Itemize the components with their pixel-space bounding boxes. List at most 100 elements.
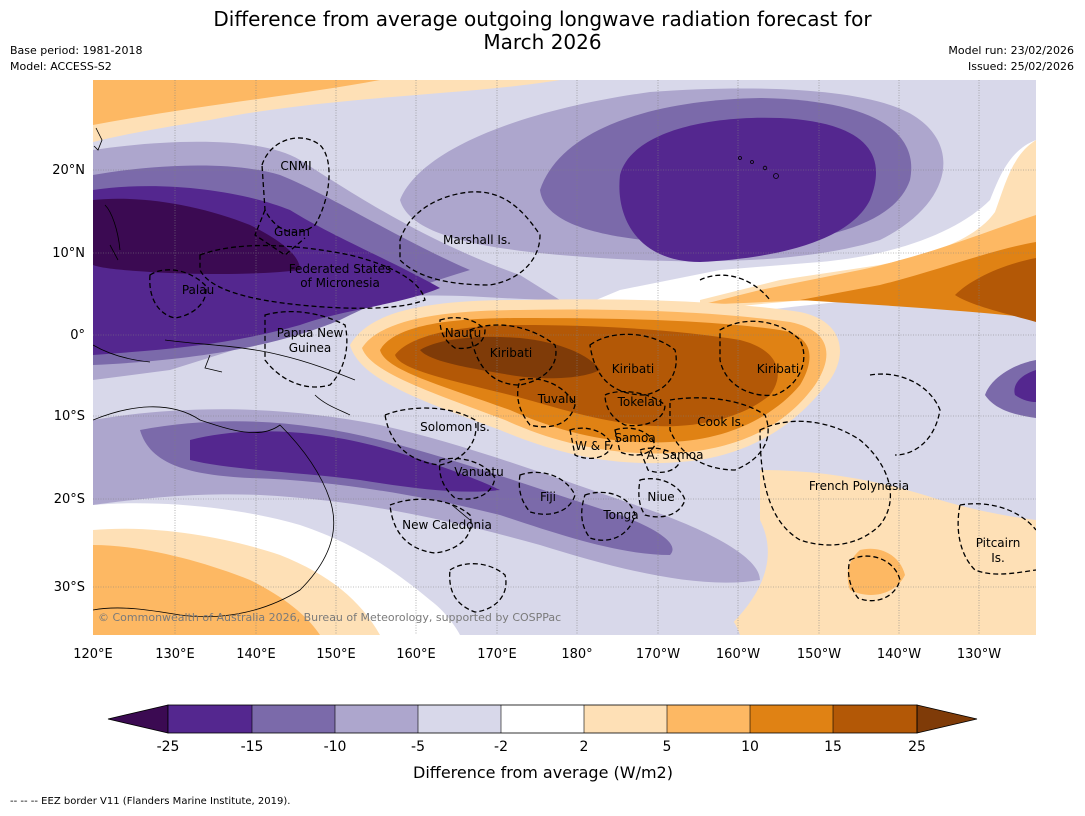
eez-tonga — [581, 491, 636, 541]
forecast-map-figure: CNMI Guam Marshall Is. Federated States … — [52, 80, 1036, 782]
eez-kiribati-c — [589, 333, 677, 396]
eez-fiji — [518, 471, 576, 515]
colorbar-swatch — [252, 705, 335, 733]
label-png-1: Papua New — [277, 326, 344, 340]
eez-norfolk — [449, 563, 507, 613]
label-kiribati-w: Kiribati — [490, 346, 532, 360]
label-fsm-1: Federated States — [289, 262, 391, 276]
meta-left: Base period: 1981-2018 Model: ACCESS-S2 — [10, 43, 142, 75]
eez-tuvalu — [517, 378, 576, 428]
title-line-2: March 2026 — [483, 30, 602, 54]
label-tonga: Tonga — [602, 508, 638, 522]
label-nauru: Nauru — [445, 326, 481, 340]
label-pitcairn-2: Is. — [991, 551, 1005, 565]
eez-cook — [669, 397, 769, 471]
lat-tick: 20°N — [52, 163, 85, 178]
eez-borders — [149, 137, 1036, 613]
eez-palau — [149, 269, 207, 319]
model-name: Model: ACCESS-S2 — [10, 60, 112, 73]
positive-nw — [93, 80, 380, 125]
lat-tick: 20°S — [54, 492, 85, 507]
coast-philippines — [104, 204, 121, 261]
lat-tick: 0° — [70, 328, 85, 343]
eez-wf — [569, 427, 613, 459]
label-new-caledonia: New Caledonia — [402, 518, 492, 532]
label-fiji: Fiji — [540, 490, 556, 504]
colorbar-dividers — [251, 705, 834, 733]
colorbar-label: 15 — [824, 739, 842, 755]
lat-tick: 10°N — [52, 246, 85, 261]
negative-sc-light — [460, 579, 740, 635]
colorbar-label: 2 — [580, 739, 589, 755]
colorbar-swatch — [418, 705, 501, 733]
coast-new-caledonia — [451, 504, 471, 521]
coast-australia — [93, 406, 335, 618]
positive-sw — [93, 545, 320, 635]
colorbar-label: -2 — [494, 739, 508, 755]
latitude-ticks: 20°N 10°N 0° 10°S 20°S 30°S — [52, 163, 85, 595]
positive-se-spot — [847, 548, 905, 595]
label-tuvalu: Tuvalu — [537, 392, 577, 406]
lon-tick: 150°E — [316, 647, 356, 662]
lon-tick: 160°E — [396, 647, 436, 662]
coast-taiwan — [93, 127, 103, 151]
lon-tick: 130°W — [957, 647, 1001, 662]
label-guam: Guam — [274, 225, 310, 239]
label-asamoa: A. Samoa — [647, 448, 704, 462]
label-marshall: Marshall Is. — [443, 233, 511, 247]
negative-e-mid — [985, 360, 1036, 418]
lat-tick: 30°S — [54, 580, 85, 595]
colorbar-title: Difference from average (W/m2) — [413, 763, 673, 782]
eez-solomon — [384, 407, 477, 466]
title-line-1: Difference from average outgoing longwav… — [213, 7, 872, 31]
negative-e-core — [1014, 370, 1036, 402]
coast-new-guinea — [164, 339, 356, 381]
place-labels: CNMI Guam Marshall Is. Federated States … — [182, 159, 1020, 565]
colorbar-labels: -25 -15 -10 -5 -2 2 5 10 15 25 — [157, 739, 926, 755]
coast-indonesia — [93, 344, 151, 363]
coast-solomon — [314, 394, 351, 416]
lon-tick: 180° — [561, 647, 592, 662]
label-samoa: Samoa — [614, 431, 655, 445]
eez-footnote: -- -- -- EEZ border V11 (Flanders Marine… — [10, 796, 291, 807]
eez-french-polynesia — [759, 373, 941, 546]
coast-hawaii-1 — [738, 156, 742, 160]
eez-fsm — [199, 244, 426, 309]
lon-tick: 170°E — [477, 647, 517, 662]
label-solomon: Solomon Is. — [420, 420, 490, 434]
meta-right: Model run: 23/02/2026 Issued: 25/02/2026 — [948, 43, 1074, 75]
eez-marshall — [399, 191, 541, 286]
model-run: Model run: 23/02/2026 — [948, 44, 1074, 57]
label-cnmi: CNMI — [280, 159, 311, 173]
lon-tick: 150°W — [797, 647, 841, 662]
base-period: Base period: 1981-2018 — [10, 44, 143, 57]
longitude-ticks: 120°E 130°E 140°E 150°E 160°E 170°E 180°… — [73, 647, 1001, 662]
negative-sp-core — [190, 431, 500, 492]
colorbar-label: -25 — [157, 739, 180, 755]
lon-tick: 170°W — [636, 647, 680, 662]
eez-png — [264, 310, 348, 388]
colorbar-swatch — [833, 705, 917, 733]
colorbar-swatch — [168, 705, 252, 733]
lon-tick: 140°W — [877, 647, 921, 662]
colorbar-swatch — [584, 705, 667, 733]
colorbar-swatch — [335, 705, 418, 733]
colorbar-extend-high — [916, 704, 978, 734]
label-kiribati-e: Kiribati — [757, 362, 799, 376]
eez-kiribati-e — [699, 274, 805, 397]
lon-tick: 140°E — [236, 647, 276, 662]
colorbar-label: -10 — [324, 739, 347, 755]
label-palau: Palau — [182, 283, 214, 297]
chart-title: Difference from average outgoing longwav… — [0, 8, 1085, 54]
colorbar-swatch — [667, 705, 750, 733]
eez-cnmi — [261, 137, 330, 233]
lon-tick: 130°E — [155, 647, 195, 662]
colorbar-label: -5 — [411, 739, 425, 755]
graticule — [93, 80, 1036, 635]
colorbar-label: 10 — [741, 739, 759, 755]
label-niue: Niue — [647, 490, 674, 504]
negative-np-core — [619, 117, 876, 262]
label-pitcairn-1: Pitcairn — [976, 536, 1021, 550]
eez-asamoa — [639, 447, 681, 473]
label-fsm-2: of Micronesia — [300, 276, 380, 290]
